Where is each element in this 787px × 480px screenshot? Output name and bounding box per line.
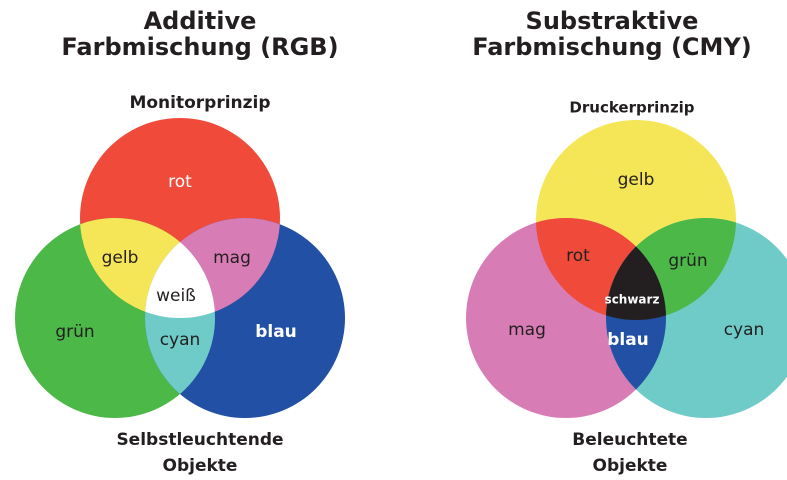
title-line: Substraktive bbox=[526, 7, 699, 35]
label: schwarz bbox=[605, 293, 660, 307]
venn-subtractive bbox=[466, 120, 787, 418]
venn-additive bbox=[15, 118, 345, 418]
label: rot bbox=[566, 246, 590, 266]
footer-line: Objekte bbox=[163, 456, 238, 476]
label: cyan bbox=[724, 320, 765, 340]
label: cyan bbox=[160, 330, 201, 350]
label: blau bbox=[607, 330, 649, 350]
footer-line: Beleuchtete bbox=[572, 430, 687, 450]
footer-line: Selbstleuchtende bbox=[116, 430, 283, 450]
label: grün bbox=[668, 251, 707, 271]
label: gelb bbox=[618, 170, 655, 190]
label: blau bbox=[255, 322, 297, 342]
label: mag bbox=[508, 320, 546, 340]
title-line: Farbmischung (RGB) bbox=[61, 33, 338, 61]
label: grün bbox=[55, 322, 94, 342]
title-line: Farbmischung (CMY) bbox=[472, 33, 752, 61]
footer-line: Objekte bbox=[593, 456, 668, 476]
label: gelb bbox=[102, 248, 139, 268]
label: weiß bbox=[156, 286, 196, 306]
region-white bbox=[145, 218, 215, 318]
label: rot bbox=[168, 172, 192, 192]
principle: Druckerprinzip bbox=[569, 99, 694, 117]
principle: Monitorprinzip bbox=[129, 93, 270, 113]
title-line: Additive bbox=[144, 7, 257, 35]
label: mag bbox=[213, 248, 251, 268]
